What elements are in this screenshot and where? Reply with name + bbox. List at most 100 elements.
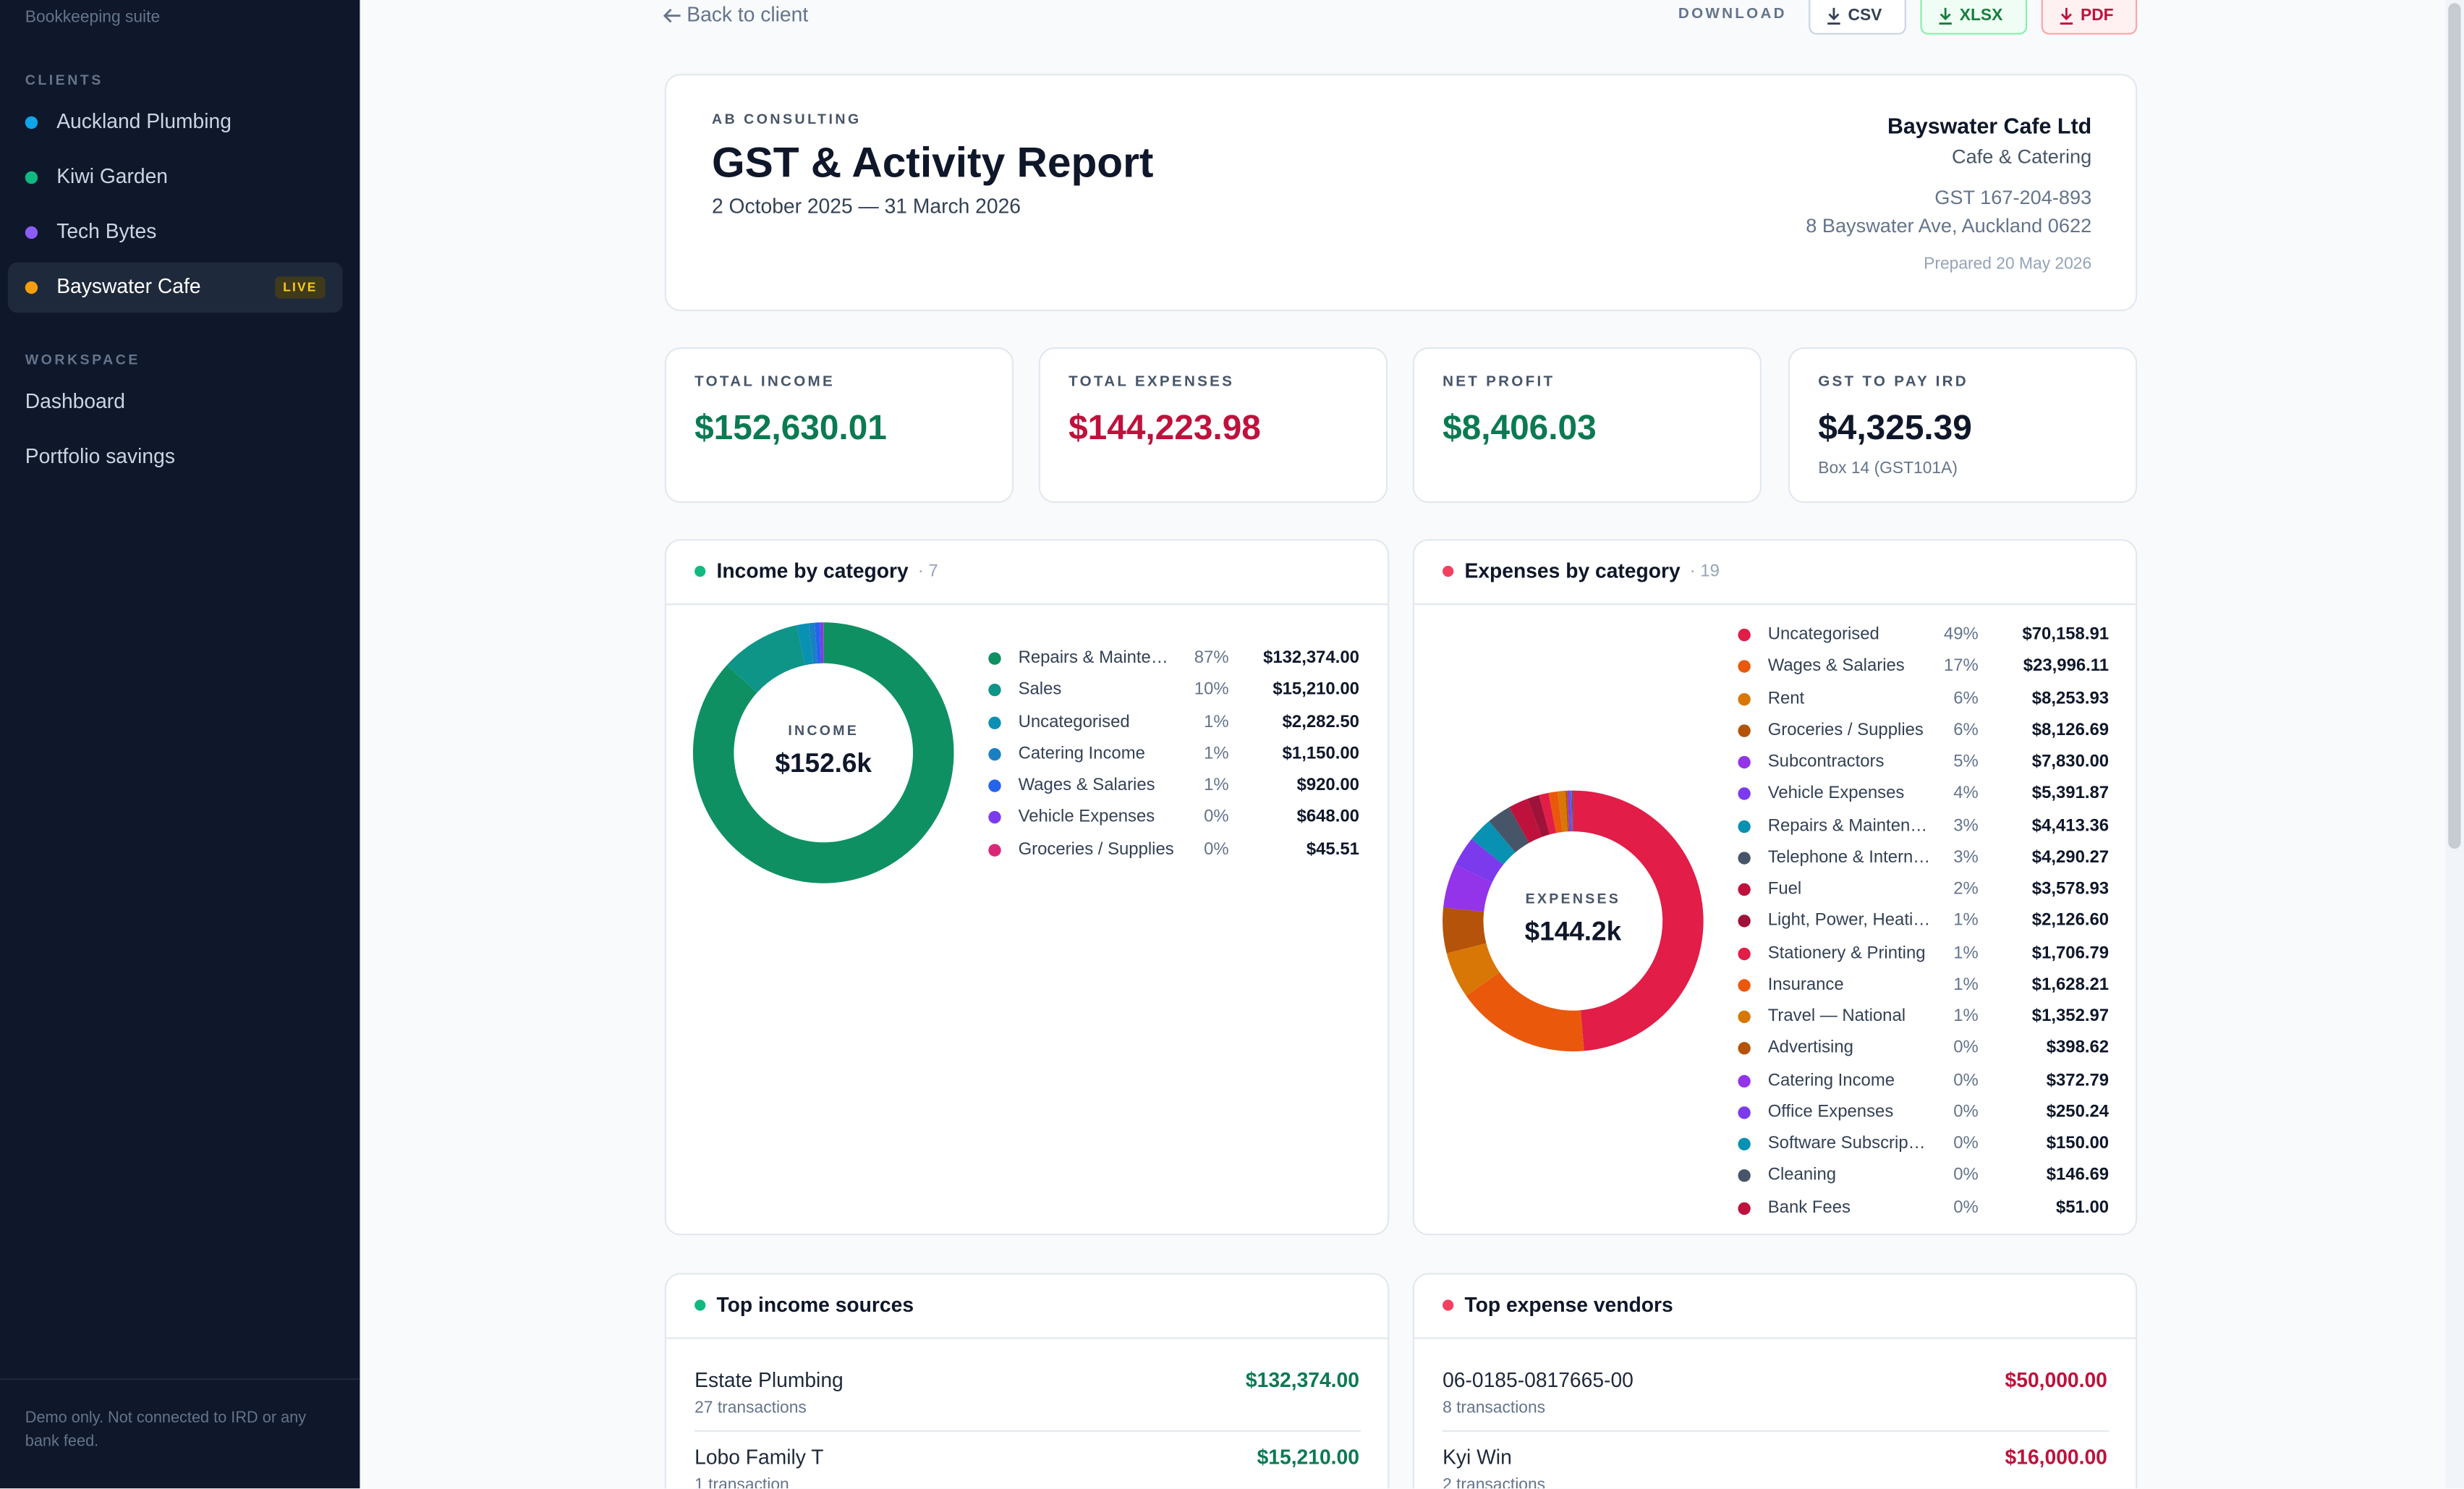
card-title: Income by category	[716, 559, 909, 582]
card-header-dot	[1443, 1299, 1454, 1311]
donut-segment[interactable]	[1539, 792, 1557, 835]
list-card	[1412, 1273, 2138, 1489]
donut-segment[interactable]	[1443, 865, 1492, 912]
legend-amount: $132,374.00	[1263, 648, 1359, 668]
report-header-card	[664, 74, 2138, 312]
legend-dot	[1738, 1042, 1751, 1056]
legend-amount: $1,706.79	[2031, 943, 2110, 962]
donut-segment[interactable]	[692, 622, 954, 883]
client-link[interactable]: Bayswater Cafe	[56, 274, 201, 298]
legend-amount: $2,282.50	[1282, 712, 1359, 731]
download-button-label[interactable]: XLSX	[1959, 6, 2003, 25]
legend-amount: $1,150.00	[1282, 744, 1359, 763]
donut-segment[interactable]	[1471, 820, 1516, 865]
download-button[interactable]	[1809, 0, 1906, 35]
donut-segment[interactable]	[1558, 790, 1568, 832]
donut-center-label: INCOME	[788, 722, 859, 739]
nav-link[interactable]: Dashboard	[25, 389, 125, 413]
client-link[interactable]: Kiwi Garden	[56, 164, 169, 188]
donut-segment[interactable]	[1489, 807, 1529, 853]
client-dot	[25, 281, 38, 294]
card-header-dot	[694, 565, 706, 577]
row-amount: $50,000.00	[2005, 1367, 2107, 1392]
legend-dot	[988, 843, 1001, 856]
donut-segment[interactable]	[1567, 790, 1571, 832]
legend-share: 0%	[1953, 1102, 1979, 1121]
donut-segment[interactable]	[796, 623, 814, 666]
client-dot	[25, 171, 38, 184]
kpi-note: Box 14 (GST101A)	[1818, 459, 1958, 478]
legend-share: 0%	[1204, 807, 1229, 827]
legend-name: Advertising	[1767, 1038, 1853, 1058]
client-link[interactable]: Auckland Plumbing	[56, 109, 231, 133]
donut-segment[interactable]	[1527, 794, 1550, 837]
row-detail: 27 transactions	[694, 1399, 807, 1418]
legend-dot	[1738, 978, 1751, 992]
donut-segment[interactable]	[1443, 907, 1487, 954]
row-detail: 2 transactions	[1443, 1475, 1546, 1489]
legend-share: 4%	[1953, 784, 1979, 803]
legend-share: 87%	[1194, 648, 1229, 668]
legend-dot	[1738, 1074, 1751, 1087]
back-link[interactable]: Back to client	[687, 2, 809, 26]
legend-dot	[988, 684, 1001, 697]
legend-name: Travel — National	[1767, 1006, 1906, 1026]
legend-share: 5%	[1953, 752, 1979, 771]
gst-number: GST 167-204-893	[1934, 187, 2092, 209]
kpi-card	[664, 347, 1014, 504]
donut-segment[interactable]	[1548, 791, 1563, 833]
download-button-label[interactable]: CSV	[1848, 6, 1882, 25]
donut-segment[interactable]	[820, 622, 823, 663]
legend-name: Groceries / Supplies	[1018, 839, 1174, 859]
legend-dot	[988, 716, 1001, 729]
legend-dot	[1738, 915, 1751, 928]
section-heading: WORKSPACE	[25, 352, 140, 368]
scrollbar-thumb[interactable]	[2448, 3, 2461, 849]
sidebar-divider	[0, 1378, 360, 1380]
donut-segment[interactable]	[1569, 790, 1572, 832]
row-divider	[694, 1430, 1361, 1432]
legend-name: Cleaning	[1767, 1166, 1837, 1185]
legend-dot	[1738, 1010, 1751, 1024]
kpi-value: $4,325.39	[1818, 407, 1972, 447]
download-button[interactable]	[2041, 0, 2138, 35]
legend-amount: $7,830.00	[2031, 752, 2110, 771]
kpi-label: GST TO PAY IRD	[1818, 373, 1968, 391]
donut-segment[interactable]	[815, 622, 821, 663]
donut-segment[interactable]	[1508, 798, 1542, 843]
nav-link[interactable]: Portfolio savings	[25, 444, 175, 468]
donut-center-label: EXPENSES	[1525, 891, 1621, 907]
donut-segment[interactable]	[1573, 790, 1704, 1051]
live-badge: LIVE	[283, 280, 318, 295]
kpi-label: NET PROFIT	[1443, 373, 1555, 391]
donut-segment[interactable]	[726, 625, 805, 693]
legend-name: Repairs & Mainten…	[1767, 815, 1928, 835]
legend-dot	[1738, 819, 1751, 833]
legend-name: Vehicle Expenses	[1018, 807, 1155, 827]
donut-center-value: $152.6k	[775, 748, 872, 779]
legend-amount: $4,290.27	[2031, 847, 2110, 867]
legend-name: Sales	[1018, 680, 1062, 700]
legend-share: 0%	[1204, 839, 1229, 859]
donut-segment[interactable]	[1571, 790, 1573, 832]
legend-amount: $1,352.97	[2031, 1006, 2110, 1026]
card-title: Top income sources	[716, 1292, 914, 1317]
client-link[interactable]: Tech Bytes	[56, 219, 157, 243]
legend-share: 3%	[1953, 847, 1979, 867]
legend-share: 1%	[1953, 911, 1979, 930]
legend-name: Subcontractors	[1767, 752, 1885, 771]
donut-segment[interactable]	[1571, 790, 1573, 832]
legend-dot	[1738, 787, 1751, 801]
legend-name: Insurance	[1767, 975, 1844, 994]
legend-amount: $398.62	[2046, 1038, 2110, 1058]
legend-amount: $23,996.11	[2023, 656, 2110, 676]
donut-segment[interactable]	[808, 622, 818, 664]
download-button-label[interactable]: PDF	[2080, 6, 2114, 25]
donut-segment[interactable]	[1446, 943, 1500, 996]
download-button[interactable]	[1920, 0, 2028, 35]
card-divider	[1414, 603, 2136, 606]
kpi-label: TOTAL EXPENSES	[1069, 373, 1235, 391]
donut-segment[interactable]	[1565, 790, 1570, 832]
donut-segment[interactable]	[1455, 839, 1504, 883]
donut-segment[interactable]	[1466, 972, 1584, 1052]
